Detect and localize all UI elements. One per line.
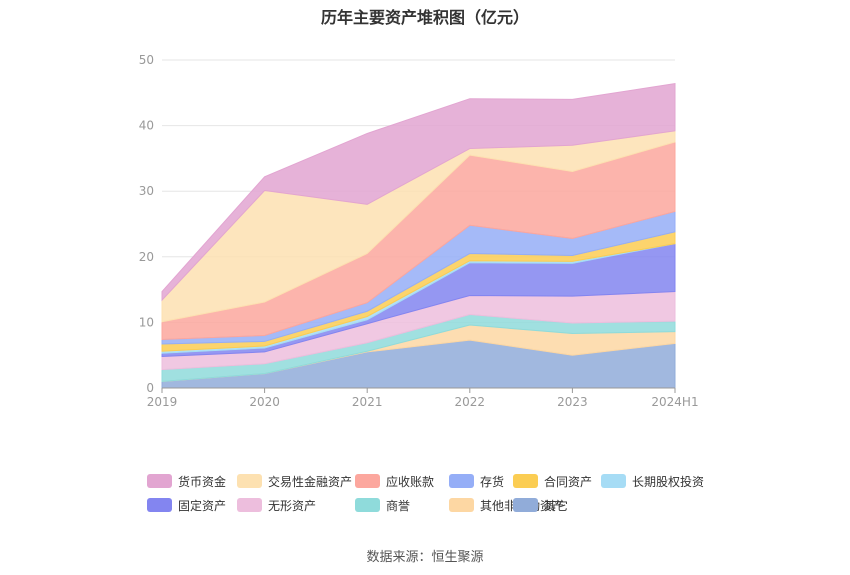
legend-swatch (449, 474, 474, 488)
legend-label: 其它 (544, 498, 569, 513)
legend-swatch (237, 498, 262, 512)
legend-label: 交易性金融资产 (268, 474, 353, 489)
legend-label: 存货 (480, 474, 505, 489)
x-tick-label: 2021 (352, 395, 383, 409)
legend-item[interactable]: 商誉 (355, 497, 410, 513)
x-tick-label: 2022 (455, 395, 486, 409)
x-tick-label: 2024H1 (651, 395, 698, 409)
chart-title: 历年主要资产堆积图（亿元） (320, 8, 529, 27)
legend-swatch (601, 474, 626, 488)
legend-item[interactable]: 合同资产 (513, 473, 592, 489)
legend-swatch (147, 474, 172, 488)
x-tick-label: 2019 (147, 395, 178, 409)
legend-item[interactable]: 货币资金 (147, 473, 226, 489)
legend-item[interactable]: 交易性金融资产 (237, 473, 352, 489)
legend-label: 商誉 (386, 498, 411, 513)
legend-swatch (355, 474, 380, 488)
legend-swatch (355, 498, 380, 512)
data-source-note: 数据来源：恒生聚源 (366, 550, 484, 565)
area-series (161, 83, 676, 302)
legend-item[interactable]: 存货 (449, 473, 504, 489)
legend-swatch (513, 474, 538, 488)
axes: 0 10 20 30 40 50 2019 2020 2021 2022 2023 2024H1 (139, 53, 699, 409)
y-tick-label: 20 (139, 250, 154, 264)
legend-swatch (513, 498, 538, 512)
legend-label: 合同资产 (544, 474, 593, 489)
y-tick-label: 50 (139, 53, 154, 67)
legend-swatch (147, 498, 172, 512)
y-tick-label: 10 (139, 315, 154, 329)
legend-label: 长期股权投资 (632, 474, 705, 489)
legend-swatch (237, 474, 262, 488)
y-tick-label: 40 (139, 119, 154, 133)
legend-item[interactable]: 应收账款 (355, 473, 434, 489)
legend-item[interactable]: 长期股权投资 (601, 473, 704, 489)
legend-label: 应收账款 (386, 474, 435, 489)
legend-label: 货币资金 (178, 474, 227, 489)
legend-label: 无形资产 (268, 498, 317, 513)
y-tick-label: 0 (146, 381, 154, 395)
y-tick-label: 30 (139, 184, 154, 198)
legend-swatch (449, 498, 474, 512)
legend-label: 固定资产 (178, 498, 227, 513)
x-tick-label: 2023 (557, 395, 588, 409)
legend-item[interactable]: 固定资产 (147, 497, 226, 513)
x-tick-label: 2020 (249, 395, 280, 409)
area-series-group (161, 83, 676, 389)
legend-item[interactable]: 无形资产 (237, 497, 316, 513)
legend-item[interactable]: 其它 (513, 497, 568, 513)
